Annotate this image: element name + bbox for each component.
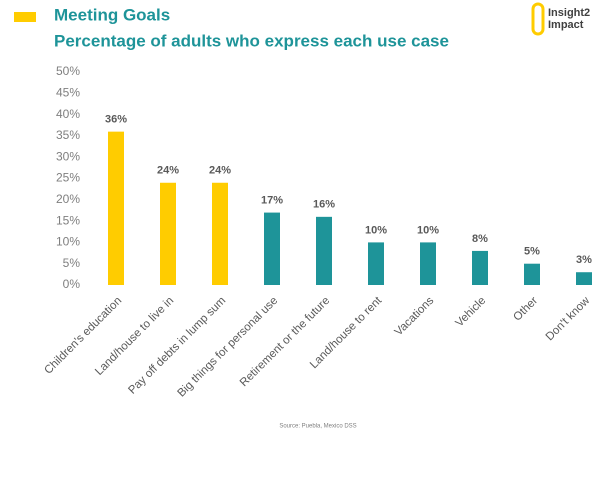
value-label: 16% bbox=[313, 199, 335, 211]
value-label: 36% bbox=[105, 114, 127, 126]
value-label: 5% bbox=[524, 246, 540, 258]
x-tick-label: Other bbox=[511, 295, 540, 324]
value-label: 8% bbox=[472, 233, 488, 245]
bar bbox=[472, 250, 488, 285]
bar bbox=[160, 182, 176, 285]
bar bbox=[264, 212, 280, 285]
bar bbox=[212, 182, 228, 285]
y-tick-label: 25% bbox=[56, 171, 80, 185]
logo-text: Insight2 bbox=[548, 7, 590, 19]
value-label: 17% bbox=[261, 194, 283, 206]
x-tick-label: Vehicle bbox=[454, 295, 489, 330]
y-tick-label: 50% bbox=[56, 64, 80, 78]
y-tick-label: 15% bbox=[56, 213, 80, 227]
logo-text: Impact bbox=[548, 19, 584, 31]
value-label: 24% bbox=[157, 165, 179, 177]
y-tick-label: 0% bbox=[63, 277, 81, 291]
value-label: 24% bbox=[209, 165, 231, 177]
y-tick-label: 20% bbox=[56, 192, 80, 206]
bar bbox=[524, 263, 540, 285]
x-tick-label: Vacations bbox=[393, 295, 437, 339]
x-tick-label: Big things for personal use bbox=[175, 295, 280, 400]
chart-subtitle: Percentage of adults who express each us… bbox=[54, 31, 449, 50]
title-marker bbox=[14, 12, 36, 22]
bar bbox=[420, 242, 436, 285]
chart-title: Meeting Goals bbox=[54, 5, 170, 24]
bar bbox=[576, 272, 592, 285]
y-tick-label: 40% bbox=[56, 107, 80, 121]
value-label: 10% bbox=[365, 224, 387, 236]
y-tick-label: 5% bbox=[63, 256, 81, 270]
value-label: 3% bbox=[576, 254, 592, 266]
bar bbox=[368, 242, 384, 285]
y-tick-label: 35% bbox=[56, 128, 80, 142]
bar bbox=[108, 131, 124, 285]
y-tick-label: 30% bbox=[56, 149, 80, 163]
x-tick-label: Don't know bbox=[544, 294, 593, 343]
bar bbox=[316, 216, 332, 285]
x-tick-label: Retirement or the future bbox=[238, 295, 332, 389]
value-label: 10% bbox=[417, 224, 439, 236]
logo-icon bbox=[531, 2, 545, 36]
x-tick-label: Pay off debts in lump sum bbox=[126, 295, 228, 397]
y-tick-label: 10% bbox=[56, 235, 80, 249]
y-tick-label: 45% bbox=[56, 85, 80, 99]
source: Source: Puebla, Mexico DSS bbox=[279, 424, 356, 430]
